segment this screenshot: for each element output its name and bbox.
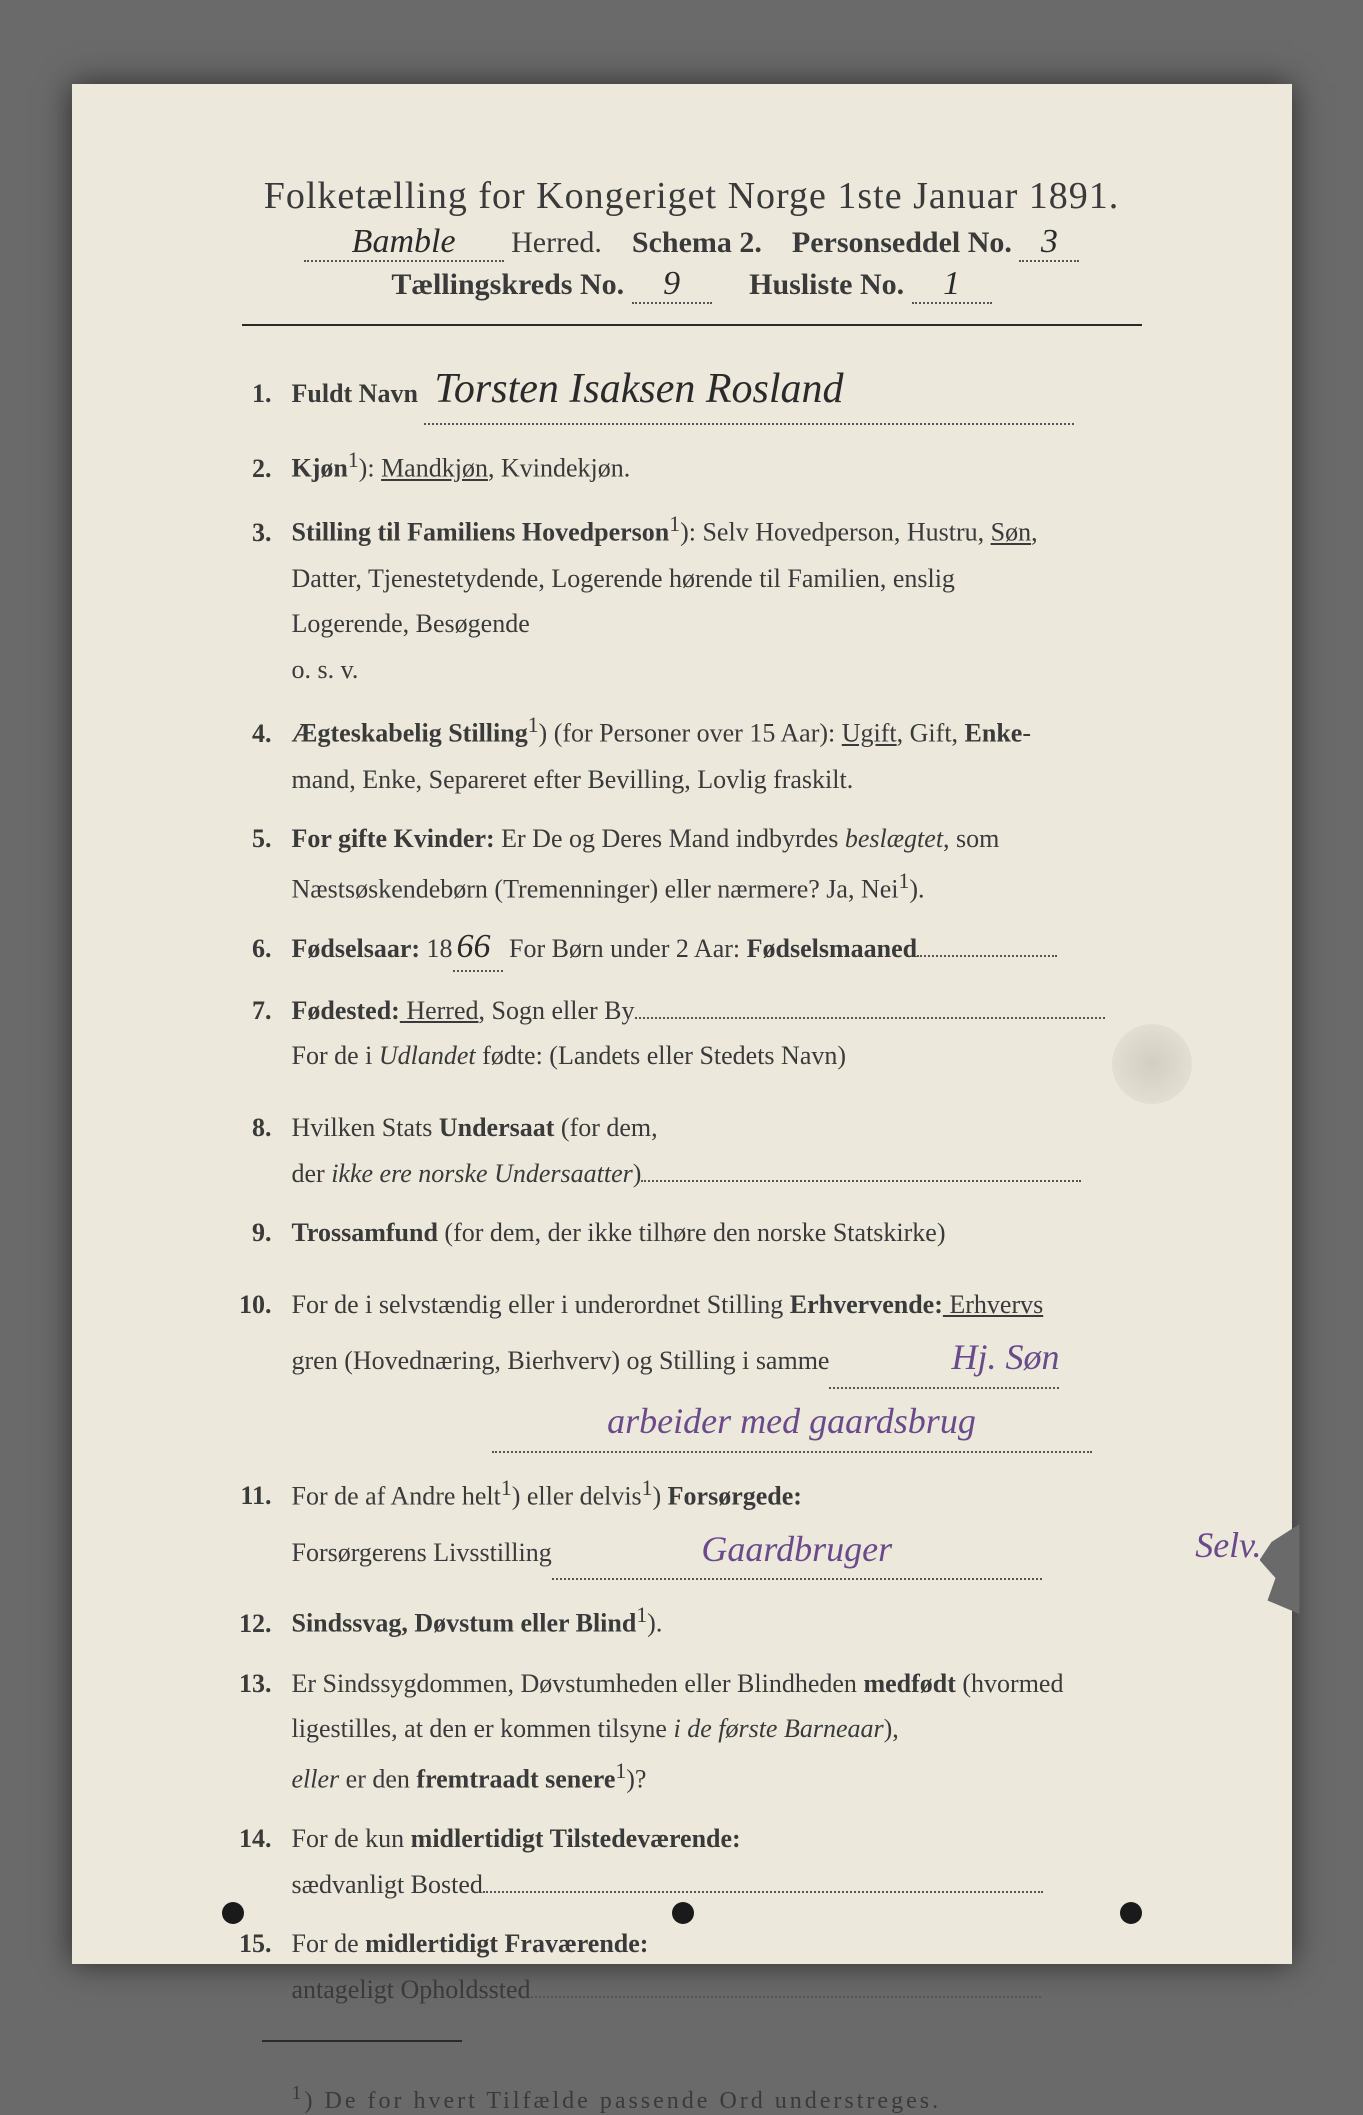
q7-num: 7. <box>202 990 292 1032</box>
q1-row: 1. Fuldt Navn Torsten Isaksen Rosland <box>202 356 1182 425</box>
q10-label: Erhvervende: <box>790 1290 943 1319</box>
q3-line2: Datter, Tjenestetydende, Logerende høren… <box>202 558 1182 600</box>
header-line-2: Tællingskreds No. 9 Husliste No. 1 <box>202 268 1182 304</box>
q13-row: 13. Er Sindssygdommen, Døvstumheden elle… <box>202 1663 1182 1705</box>
q7-herred: Herred <box>400 996 479 1025</box>
q2-sup: 1 <box>348 448 359 472</box>
tkreds-label: Tællingskreds No. <box>391 268 624 301</box>
q3-son: Søn <box>991 518 1031 547</box>
q11-hw: Gaardbruger <box>701 1529 892 1569</box>
q11-line2: Forsørgerens LivsstillingGaardbruger Sel… <box>202 1521 1182 1581</box>
husliste-label: Husliste No. <box>749 268 904 301</box>
q12-label: Sindssvag, Døvstum eller Blind <box>292 1609 637 1638</box>
q13-num: 13. <box>202 1663 292 1705</box>
q10-row: 10. For de i selvstændig eller i underor… <box>202 1284 1182 1326</box>
q8-label: Undersaat <box>439 1113 555 1142</box>
q15-label: midlertidigt Fraværende: <box>365 1929 648 1958</box>
q3-label: Stilling til Familiens Hovedperson <box>292 518 670 547</box>
footnote-rule <box>262 2040 462 2042</box>
q4-row: 4. Ægteskabelig Stilling1) (for Personer… <box>202 708 1182 754</box>
form-title: Folketælling for Kongeriget Norge 1ste J… <box>202 174 1182 218</box>
q6-num: 6. <box>202 928 292 970</box>
divider-top <box>242 324 1142 326</box>
herred-label: Herred. <box>511 226 602 259</box>
q13-line2: ligestilles, at den er kommen tilsyne i … <box>202 1708 1182 1750</box>
q8-line2: der ikke ere norske Undersaatter) <box>202 1153 1182 1195</box>
q3-line4: o. s. v. <box>202 649 1182 691</box>
q10-hw1: Hj. Søn <box>951 1337 1059 1377</box>
q12-num: 12. <box>202 1603 292 1645</box>
seal-mark <box>1112 1024 1192 1104</box>
q8-row: 8. Hvilken Stats Undersaat (for dem, <box>202 1107 1182 1149</box>
q4-line2: mand, Enke, Separeret efter Bevilling, L… <box>202 759 1182 801</box>
q5-num: 5. <box>202 818 292 860</box>
q4-label: Ægteskabelig Stilling <box>292 719 528 748</box>
q11-label: Forsørgede: <box>668 1481 802 1510</box>
schema-label: Schema 2. <box>632 226 762 259</box>
q9-num: 9. <box>202 1212 292 1254</box>
herred-name-hw: Bamble <box>348 223 460 260</box>
q10-hw2: arbeider med gaardsbrug <box>607 1401 976 1441</box>
q5-label: For gifte Kvinder: <box>292 824 495 853</box>
q14-num: 14. <box>202 1818 292 1860</box>
q7-row: 7. Fødested: Herred, Sogn eller By <box>202 990 1182 1032</box>
personseddel-label: Personseddel No. <box>792 226 1012 259</box>
q2-row: 2. Kjøn1): Mandkjøn, Kvindekjøn. <box>202 443 1182 489</box>
q14-label: midlertidigt Tilstedeværende: <box>411 1824 741 1853</box>
q7-label: Fødested: <box>292 996 400 1025</box>
q4-enke: Enke <box>965 719 1023 748</box>
personseddel-no-hw: 3 <box>1037 223 1062 260</box>
q3-line3: Logerende, Besøgende <box>202 603 1182 645</box>
punch-hole-right <box>1120 1902 1142 1924</box>
husliste-no-hw: 1 <box>939 265 964 302</box>
q8-num: 8. <box>202 1107 292 1149</box>
q7-line2: For de i Udlandet fødte: (Landets eller … <box>202 1035 1182 1077</box>
footnote: 1) De for hvert Tilfælde passende Ord un… <box>202 2082 1182 2115</box>
q2-mandkjon: Mandkjøn <box>381 454 488 483</box>
page-tear <box>1260 1524 1300 1614</box>
q11-num: 11. <box>202 1475 292 1517</box>
q6-row: 6. Fødselsaar: 1866 For Børn under 2 Aar… <box>202 928 1182 972</box>
q14-line2: sædvanligt Bosted <box>202 1864 1182 1906</box>
q1-name-hw: Torsten Isaksen Rosland <box>434 366 843 412</box>
q9-label: Trossamfund <box>292 1218 438 1247</box>
q4-ugift: Ugift <box>842 719 897 748</box>
q5-row: 5. For gifte Kvinder: Er De og Deres Man… <box>202 818 1182 860</box>
q6-label: Fødselsaar: <box>292 934 421 963</box>
tkreds-no-hw: 9 <box>659 265 684 302</box>
q2-num: 2. <box>202 448 292 490</box>
q3-num: 3. <box>202 512 292 554</box>
q3-row: 3. Stilling til Familiens Hovedperson1):… <box>202 507 1182 553</box>
q14-row: 14. For de kun midlertidigt Tilstedevære… <box>202 1818 1182 1860</box>
q15-row: 15. For de midlertidigt Fraværende: <box>202 1923 1182 1965</box>
q6-label2: Fødselsmaaned <box>747 934 917 963</box>
q15-num: 15. <box>202 1923 292 1965</box>
q10-line2: gren (Hovednæring, Bierhverv) og Stillin… <box>202 1329 1182 1389</box>
q1-label: Fuldt Navn <box>292 379 418 408</box>
q2-label: Kjøn <box>292 454 348 483</box>
punch-hole-center <box>672 1902 694 1924</box>
q15-line2: antageligt Opholdssted <box>202 1969 1182 2011</box>
q11-row: 11. For de af Andre helt1) eller delvis1… <box>202 1471 1182 1517</box>
q12-row: 12. Sindssvag, Døvstum eller Blind1). <box>202 1598 1182 1644</box>
q2-kvindekjon: Kvindekjøn. <box>501 454 630 483</box>
q10-num: 10. <box>202 1284 292 1326</box>
header-line-1: Bamble Herred. Schema 2. Personseddel No… <box>202 226 1182 262</box>
census-form-page: Folketælling for Kongeriget Norge 1ste J… <box>72 84 1292 1964</box>
q9-row: 9. Trossamfund (for dem, der ikke tilhør… <box>202 1212 1182 1254</box>
q4-num: 4. <box>202 713 292 755</box>
punch-hole-left <box>222 1902 244 1924</box>
q5-line2: Næstsøskendebørn (Tremenninger) eller næ… <box>202 864 1182 910</box>
q10-hw-line: arbeider med gaardsbrug <box>202 1393 1182 1453</box>
q1-num: 1. <box>202 373 292 415</box>
q13-line3: eller er den fremtraadt senere1)? <box>202 1754 1182 1800</box>
q6-year-hw: 66 <box>453 928 495 965</box>
q11-hw2: Selv. <box>1195 1517 1261 1575</box>
